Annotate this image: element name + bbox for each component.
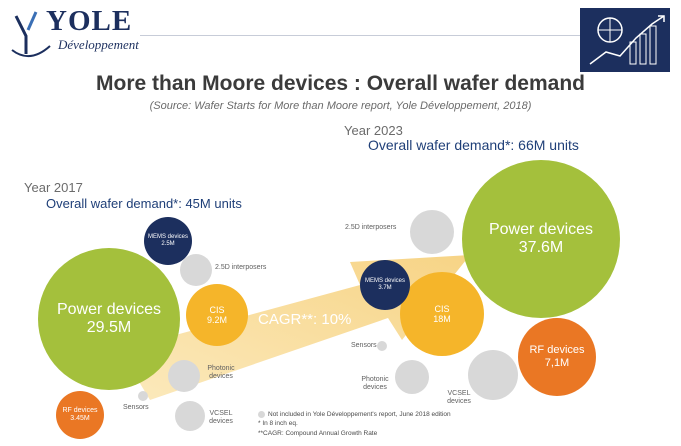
bubble-2017-photonic-devices bbox=[168, 360, 200, 392]
bubble-2023-2-5d-interposers bbox=[410, 210, 454, 254]
bubble-2023-power-devices: Power devices 37.6M bbox=[462, 160, 620, 318]
bubble-name: MEMS devices bbox=[364, 278, 405, 285]
bubble-value: 7,1M bbox=[544, 357, 570, 369]
bubble-name: RF devices bbox=[529, 344, 585, 357]
demand-2017-label: Overall wafer demand*: 45M units bbox=[46, 196, 242, 211]
bubble-2023-cis: CIS 18M bbox=[400, 272, 484, 356]
bubble-2017-mems-devices: MEMS devices 2.5M bbox=[144, 217, 192, 265]
label-2023-sensors: Sensors bbox=[351, 342, 377, 349]
growth-chart-icon bbox=[580, 8, 670, 72]
bubble-value: 37.6M bbox=[518, 239, 564, 256]
label-2017-vcsel-devices: VCSEL devices bbox=[209, 410, 233, 426]
label-2017-sensors: Sensors bbox=[123, 404, 149, 411]
bubble-value: 2.5M bbox=[161, 241, 175, 247]
logo-wordmark: YOLE bbox=[46, 5, 133, 37]
logo-subtitle: Développement bbox=[58, 37, 139, 52]
bubble-value: 29.5M bbox=[86, 319, 132, 336]
demand-2023-label: Overall wafer demand*: 66M units bbox=[368, 137, 579, 153]
bubble-2023-sensors bbox=[377, 341, 387, 351]
bubble-2017-2-5d-interposers bbox=[180, 254, 212, 286]
cagr-label: CAGR**: 10% bbox=[258, 311, 352, 328]
bubble-name: CIS bbox=[434, 303, 450, 314]
bubble-2017-rf-devices: RF devices 3.45M bbox=[56, 391, 104, 439]
grey-dot-icon bbox=[258, 410, 265, 418]
bubble-2017-power-devices: Power devices 29.5M bbox=[38, 248, 180, 390]
bubble-name: MEMS devices bbox=[147, 234, 188, 241]
page-subtitle: (Source: Wafer Starts for More than Moor… bbox=[149, 100, 532, 112]
note-not-included-text: Not included in Yole Développement's rep… bbox=[268, 411, 451, 418]
bubble-value: 3.7M bbox=[378, 285, 392, 291]
bubble-2023-vcsel-devices bbox=[468, 350, 518, 400]
bubble-2023-photonic-devices bbox=[395, 360, 429, 394]
note-inch: * In 8 inch eq. bbox=[258, 420, 298, 428]
footnotes: Not included in Yole Développement's rep… bbox=[258, 410, 451, 438]
bubble-value: 9.2M bbox=[206, 315, 227, 325]
label-2023-2-5d-interposers: 2.5D interposers bbox=[345, 224, 397, 231]
bubble-name: Power devices bbox=[488, 220, 594, 238]
bubble-2017-sensors bbox=[138, 391, 148, 401]
label-2023-photonic-devices: Photonic devices bbox=[361, 376, 389, 392]
bubble-2023-mems-devices: MEMS devices 3.7M bbox=[360, 260, 410, 310]
bubble-2017-vcsel-devices bbox=[175, 401, 205, 431]
label-2017-2-5d-interposers: 2.5D interposers bbox=[215, 264, 267, 271]
bubble-name: CIS bbox=[209, 304, 225, 315]
header-divider bbox=[140, 35, 580, 36]
bubble-name: Power devices bbox=[56, 300, 162, 318]
label-2017-photonic-devices: Photonic devices bbox=[207, 365, 235, 381]
bubble-value: 3.45M bbox=[70, 415, 90, 422]
year-2023-label: Year 2023 bbox=[344, 123, 403, 138]
bubble-value: 18M bbox=[433, 314, 451, 324]
bubble-2017-cis: CIS 9.2M bbox=[186, 284, 248, 346]
note-not-included: Not included in Yole Développement's rep… bbox=[258, 410, 451, 419]
yole-logo-mark bbox=[11, 11, 51, 57]
bubble-2023-rf-devices: RF devices 7,1M bbox=[518, 318, 596, 396]
page-title: More than Moore devices : Overall wafer … bbox=[96, 72, 585, 95]
year-2017-label: Year 2017 bbox=[24, 180, 83, 195]
note-cagr: **CAGR: Compound Annual Growth Rate bbox=[258, 429, 378, 437]
label-2023-vcsel-devices: VCSEL devices bbox=[447, 390, 471, 406]
bubble-name: RF devices bbox=[62, 406, 98, 414]
